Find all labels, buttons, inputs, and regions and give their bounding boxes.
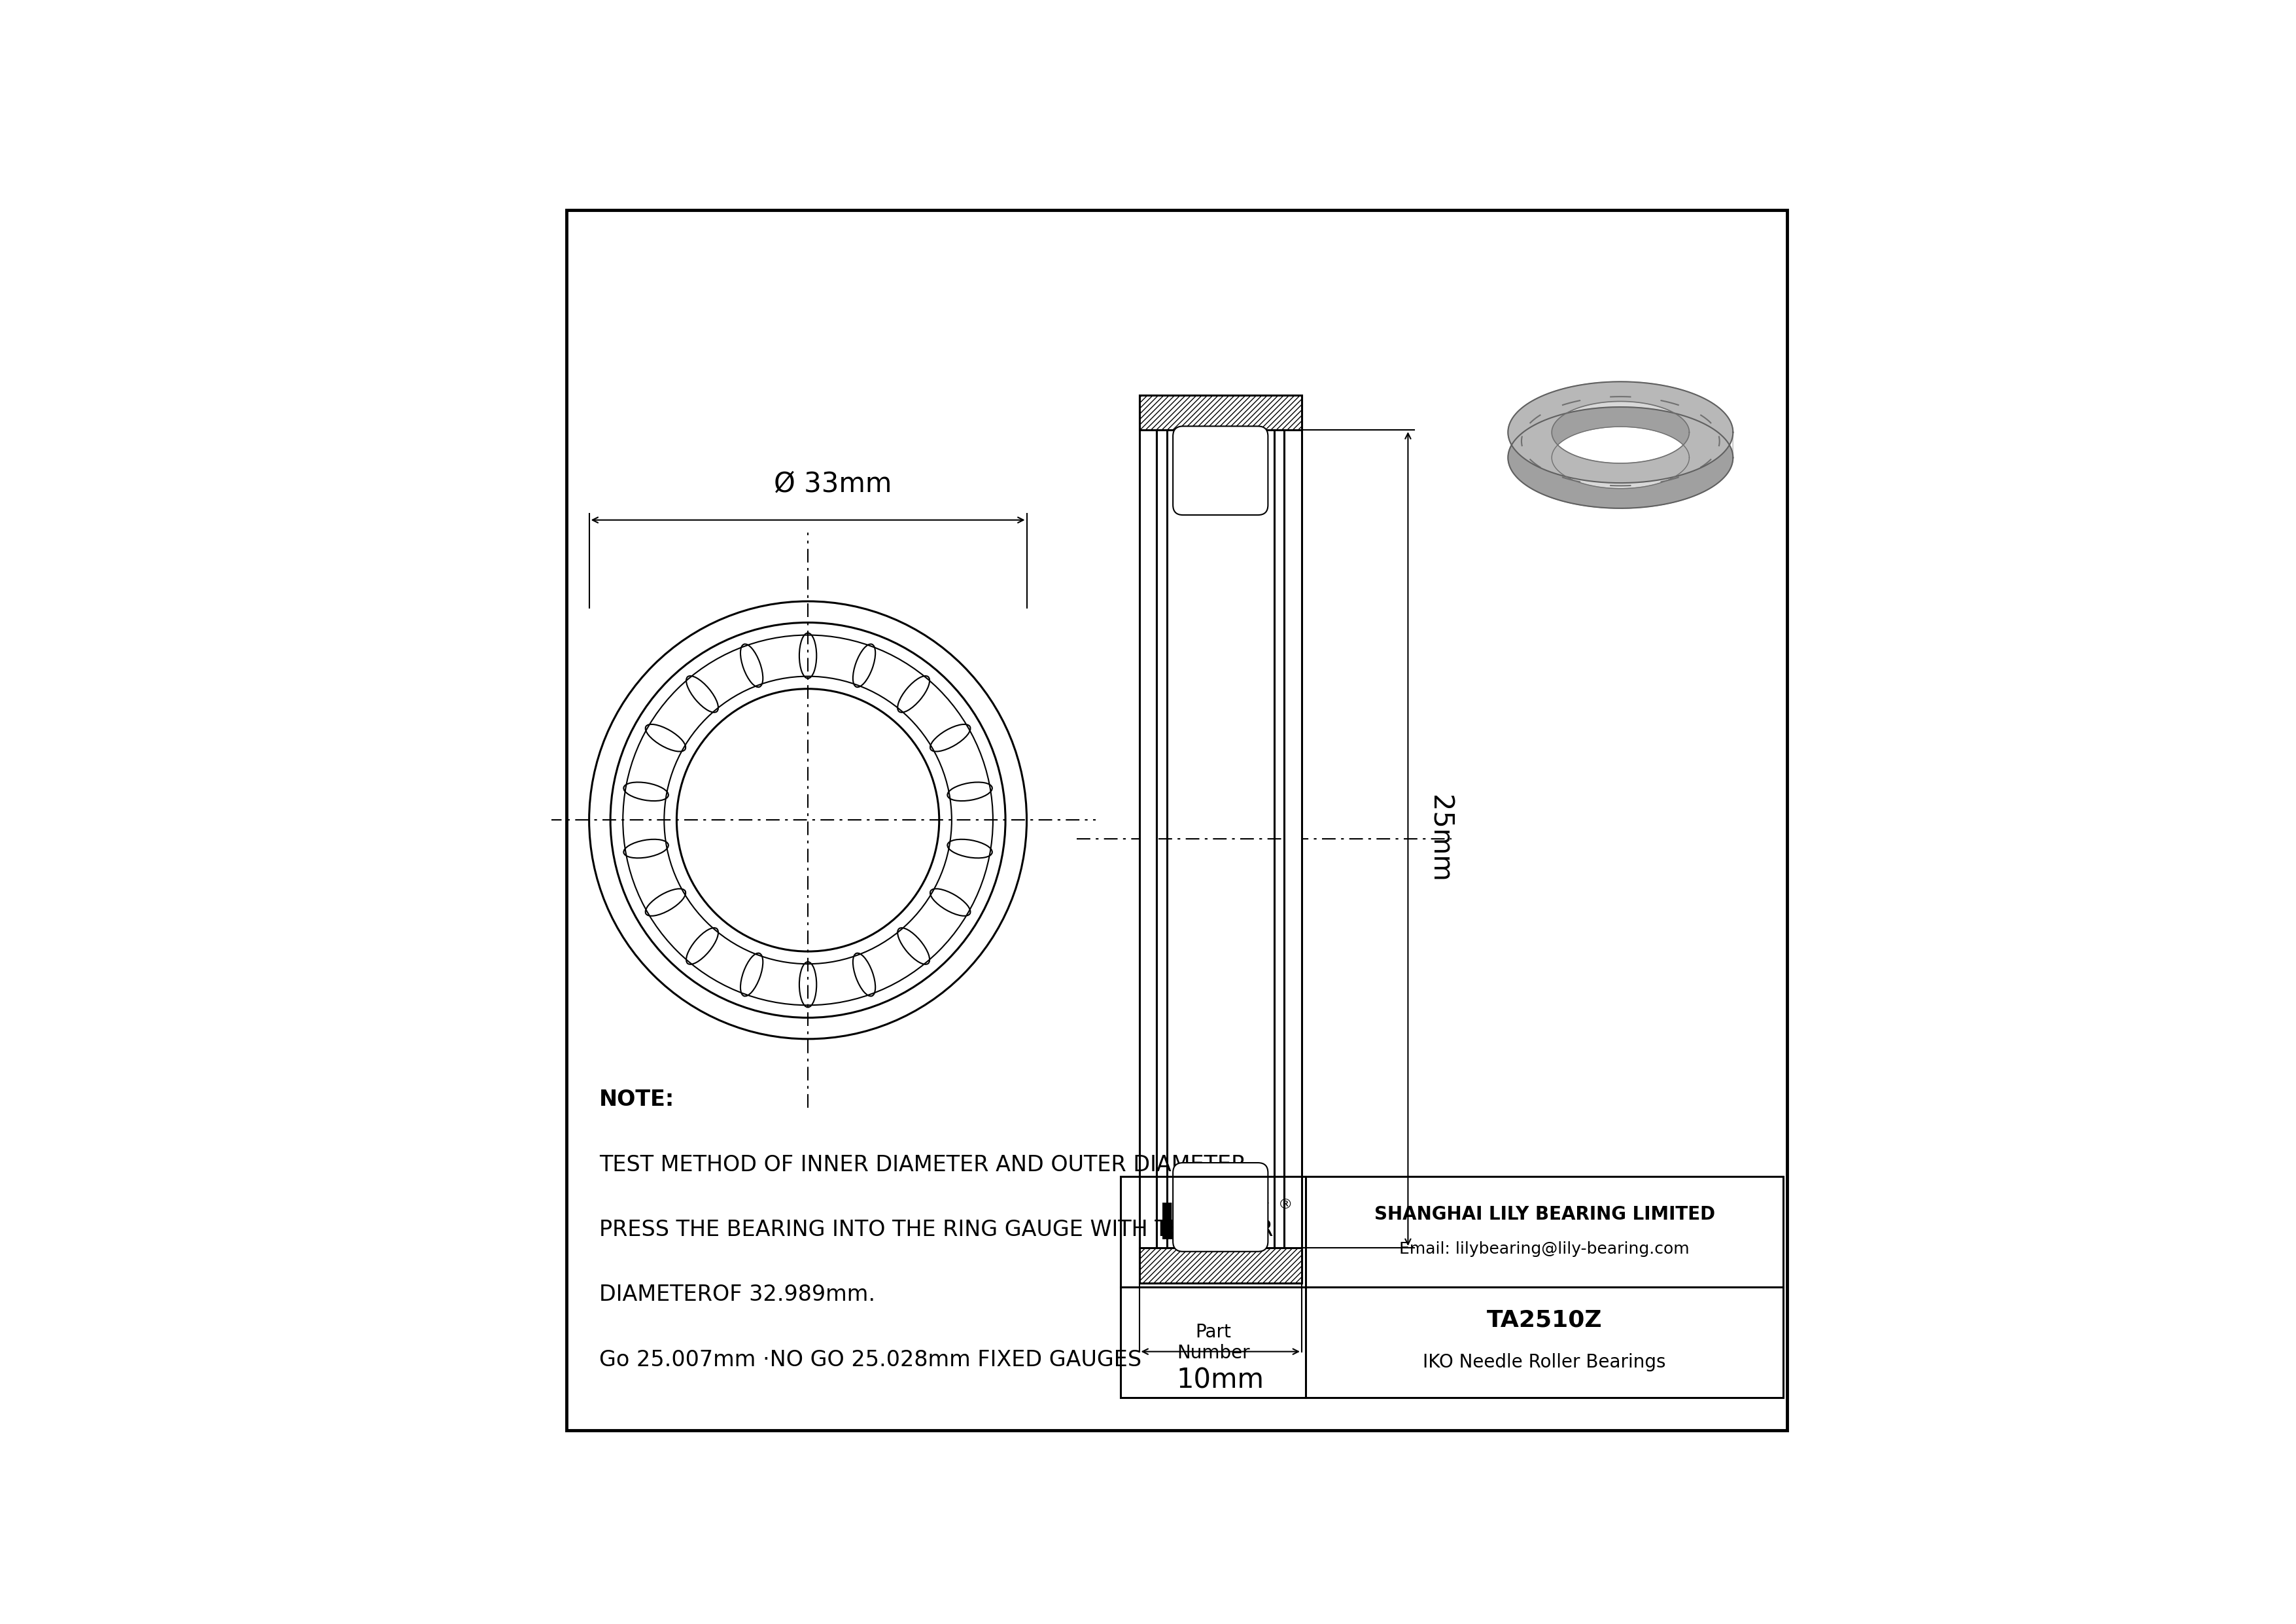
Text: 10mm: 10mm (1176, 1366, 1265, 1393)
Text: Go 25.007mm ·NO GO 25.028mm FIXED GAUGES: Go 25.007mm ·NO GO 25.028mm FIXED GAUGES (599, 1350, 1141, 1371)
Polygon shape (1508, 382, 1733, 482)
Bar (1139, 1247, 1302, 1283)
Bar (1120, 1176, 1784, 1398)
Text: SHANGHAI LILY BEARING LIMITED: SHANGHAI LILY BEARING LIMITED (1373, 1205, 1715, 1223)
Text: ®: ® (1279, 1199, 1293, 1212)
FancyBboxPatch shape (1173, 425, 1267, 515)
Polygon shape (1508, 408, 1733, 508)
Bar (1139, 395, 1302, 430)
Text: Email: lilybearing@lily-bearing.com: Email: lilybearing@lily-bearing.com (1398, 1241, 1690, 1257)
Text: PRESS THE BEARING INTO THE RING GAUGE WITH THE INNER: PRESS THE BEARING INTO THE RING GAUGE WI… (599, 1220, 1274, 1241)
Bar (1283, 395, 1302, 1283)
Text: 25mm: 25mm (1426, 796, 1453, 883)
Text: TA2510Z: TA2510Z (1488, 1309, 1603, 1332)
Text: Ø 33mm: Ø 33mm (774, 469, 891, 497)
Text: NOTE:: NOTE: (599, 1090, 675, 1111)
Polygon shape (1508, 382, 1733, 508)
Text: DIAMETEROF 32.989mm.: DIAMETEROF 32.989mm. (599, 1285, 875, 1306)
Text: IKO Needle Roller Bearings: IKO Needle Roller Bearings (1424, 1353, 1667, 1372)
FancyBboxPatch shape (1173, 1163, 1267, 1252)
Text: TEST METHOD OF INNER DIAMETER AND OUTER DIAMETER.: TEST METHOD OF INNER DIAMETER AND OUTER … (599, 1155, 1254, 1176)
Text: LILY: LILY (1157, 1202, 1267, 1250)
Text: Part
Number: Part Number (1176, 1322, 1249, 1363)
Polygon shape (1552, 401, 1690, 489)
Bar (1139, 395, 1157, 1283)
